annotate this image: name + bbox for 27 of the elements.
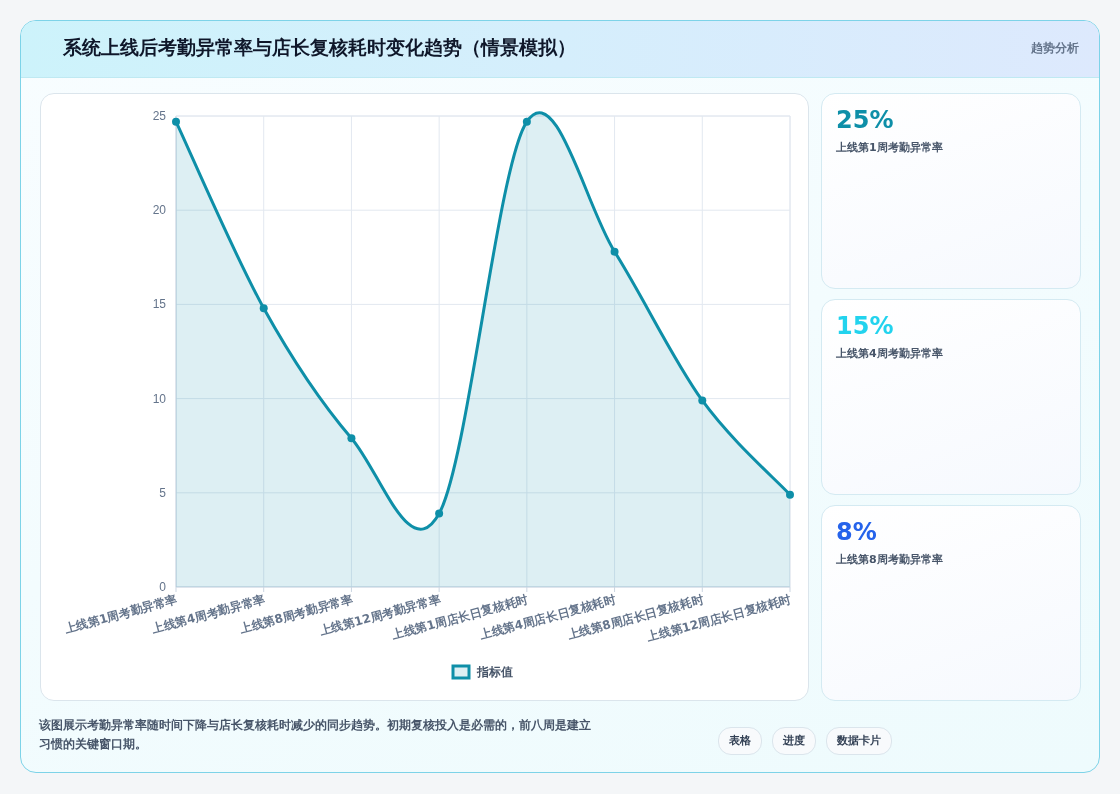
point <box>259 304 268 313</box>
y-tick-label: 20 <box>152 203 167 218</box>
text: 25% <box>836 106 894 134</box>
y-tick-label: 5 <box>159 485 167 500</box>
point <box>698 396 707 405</box>
point <box>786 490 794 499</box>
point <box>522 117 531 126</box>
text: 进度 <box>772 727 816 755</box>
y-tick-label: 15 <box>152 297 167 312</box>
y-tick-label: 0 <box>159 580 167 594</box>
text: 趋势分析 <box>1031 40 1079 57</box>
chart-title: 系统上线后考勤异常率与店长复核耗时变化趋势（情景模拟） <box>63 35 576 60</box>
point <box>610 247 619 256</box>
point <box>347 434 356 443</box>
point <box>435 509 444 518</box>
y-tick-label: 25 <box>152 109 167 123</box>
legend-label: 指标值 <box>476 665 513 679</box>
y-tick-label: 10 <box>152 391 167 406</box>
text: 15% <box>836 312 894 340</box>
text: 上线第1周考勤异常率 <box>836 140 943 155</box>
text: 上线第4周考勤异常率 <box>836 346 943 361</box>
text: 表格 <box>718 727 762 755</box>
text: 数据卡片 <box>826 727 892 755</box>
text: 8% <box>836 518 877 546</box>
point <box>172 117 180 126</box>
text: 上线第8周考勤异常率 <box>836 552 943 567</box>
text: 该图展示考勤异常率随时间下降与店长复核耗时减少的同步趋势。初期复核投入是必需的，前八周是建立习惯的关键窗口期。 <box>39 717 592 753</box>
